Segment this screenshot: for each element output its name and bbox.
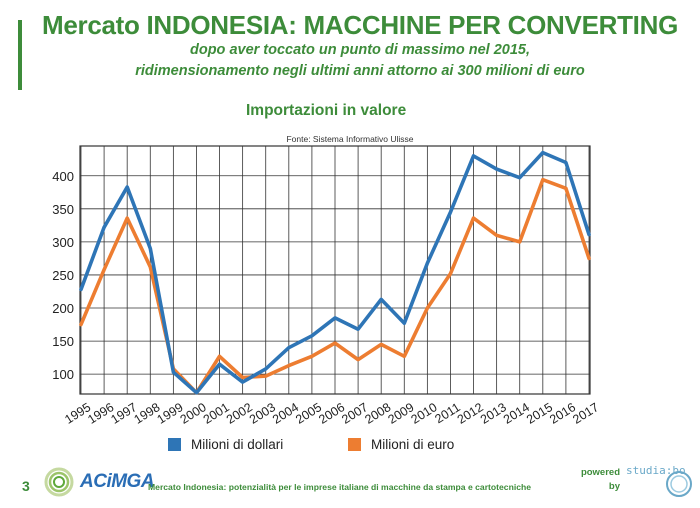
studiabo-logo: studia:bo	[624, 462, 694, 502]
page-title: Mercato INDONESIA: MACCHINE PER CONVERTI…	[41, 10, 679, 40]
y-tick-label: 350	[52, 202, 74, 217]
acimga-logo: ACiMGA	[42, 466, 155, 498]
legend-item-dollars: Milioni di dollari	[168, 437, 283, 452]
acimga-logo-text: ACiMGA	[80, 471, 155, 492]
chart-source: Fonte: Sistema Informativo Ulisse	[286, 134, 414, 144]
y-tick-label: 250	[52, 268, 74, 283]
y-tick-label: 300	[52, 235, 74, 250]
legend-item-euro: Milioni di euro	[348, 437, 454, 452]
line-chart: 1001502002503003504001995199619971998199…	[52, 145, 601, 427]
y-tick-label: 400	[52, 169, 74, 184]
acimga-swirl-icon	[44, 467, 74, 497]
powered-line1: powered	[580, 467, 620, 478]
y-tick-label: 150	[52, 334, 74, 349]
series-line-dollars	[79, 150, 591, 395]
legend-label-euro: Milioni di euro	[371, 437, 455, 452]
studiabo-logo-text: studia:bo	[626, 464, 686, 477]
x-tick-label: 2017	[570, 400, 601, 427]
footer-text: Mercato Indonesia: potenzialità per le i…	[148, 482, 532, 492]
page-number: 3	[22, 478, 30, 494]
legend-label-dollars: Milioni di dollari	[191, 437, 284, 452]
powered-by: powered by	[580, 466, 620, 494]
page-subtitle-line2: ridimensionamento negli ultimi anni atto…	[135, 63, 585, 79]
page-subtitle-line1: dopo aver toccato un punto di massimo ne…	[189, 42, 530, 58]
header-accent-bar	[18, 20, 22, 90]
studiabo-logo-icon	[666, 471, 692, 497]
powered-line2: by	[608, 481, 620, 492]
legend-swatch-euro	[348, 438, 361, 451]
y-tick-label: 200	[52, 301, 74, 316]
chart-title: Importazioni in valore	[246, 102, 407, 119]
y-tick-label: 100	[52, 367, 74, 382]
legend-swatch-dollars	[168, 438, 181, 451]
